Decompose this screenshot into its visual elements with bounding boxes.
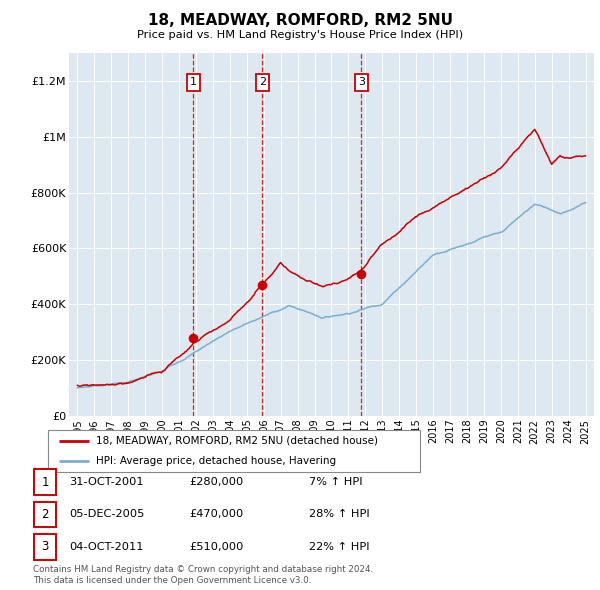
Text: 31-OCT-2001: 31-OCT-2001	[69, 477, 143, 487]
Text: 18, MEADWAY, ROMFORD, RM2 5NU: 18, MEADWAY, ROMFORD, RM2 5NU	[148, 13, 452, 28]
FancyBboxPatch shape	[34, 502, 56, 527]
FancyBboxPatch shape	[48, 430, 420, 472]
Point	[257, 280, 267, 290]
Text: 3: 3	[41, 540, 49, 553]
Text: Contains HM Land Registry data © Crown copyright and database right 2024.: Contains HM Land Registry data © Crown c…	[33, 565, 373, 574]
Text: 7% ↑ HPI: 7% ↑ HPI	[309, 477, 362, 487]
Text: HPI: Average price, detached house, Havering: HPI: Average price, detached house, Have…	[97, 455, 337, 466]
Text: This data is licensed under the Open Government Licence v3.0.: This data is licensed under the Open Gov…	[33, 576, 311, 585]
Text: 3: 3	[358, 77, 365, 87]
Text: £510,000: £510,000	[189, 542, 244, 552]
Text: 28% ↑ HPI: 28% ↑ HPI	[309, 510, 370, 519]
Text: 05-DEC-2005: 05-DEC-2005	[69, 510, 145, 519]
Text: 1: 1	[190, 77, 197, 87]
Text: Price paid vs. HM Land Registry's House Price Index (HPI): Price paid vs. HM Land Registry's House …	[137, 30, 463, 40]
Text: 18, MEADWAY, ROMFORD, RM2 5NU (detached house): 18, MEADWAY, ROMFORD, RM2 5NU (detached …	[97, 436, 379, 446]
Text: £280,000: £280,000	[189, 477, 243, 487]
Text: 2: 2	[259, 77, 266, 87]
Text: 04-OCT-2011: 04-OCT-2011	[69, 542, 143, 552]
Point	[356, 269, 366, 278]
Text: £470,000: £470,000	[189, 510, 243, 519]
Text: 1: 1	[41, 476, 49, 489]
Text: 22% ↑ HPI: 22% ↑ HPI	[309, 542, 370, 552]
Text: 2: 2	[41, 508, 49, 521]
FancyBboxPatch shape	[34, 469, 56, 495]
FancyBboxPatch shape	[34, 534, 56, 560]
Point	[188, 333, 198, 343]
